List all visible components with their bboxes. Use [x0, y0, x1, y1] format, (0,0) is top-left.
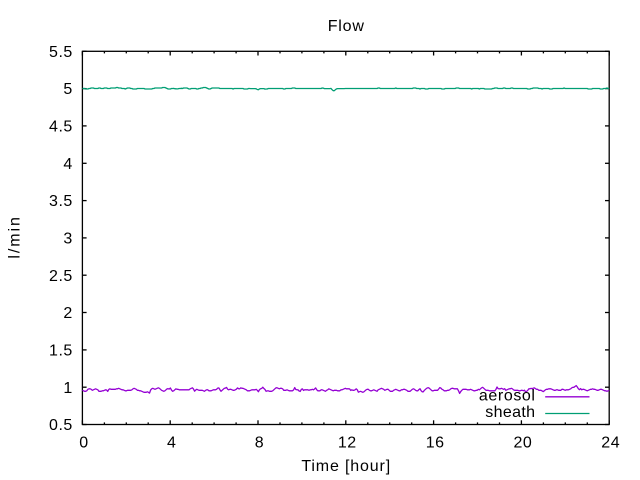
svg-text:2.5: 2.5 [49, 268, 73, 285]
svg-text:24: 24 [601, 434, 620, 451]
svg-text:12: 12 [338, 434, 357, 451]
svg-text:20: 20 [514, 434, 533, 451]
svg-text:0: 0 [79, 434, 88, 451]
svg-text:1: 1 [63, 380, 72, 397]
svg-text:4: 4 [167, 434, 176, 451]
svg-text:sheath: sheath [485, 404, 535, 421]
svg-text:1.5: 1.5 [49, 343, 73, 360]
svg-text:4: 4 [63, 156, 72, 173]
svg-text:16: 16 [426, 434, 445, 451]
svg-text:0.5: 0.5 [49, 417, 73, 434]
svg-text:8: 8 [255, 434, 264, 451]
svg-text:5: 5 [63, 81, 72, 98]
svg-text:2: 2 [63, 305, 72, 322]
svg-text:Time [hour]: Time [hour] [301, 458, 391, 475]
svg-text:4.5: 4.5 [49, 119, 73, 136]
svg-text:5.5: 5.5 [49, 44, 73, 61]
svg-text:3.5: 3.5 [49, 193, 73, 210]
svg-text:3: 3 [63, 231, 72, 248]
svg-text:Flow: Flow [328, 18, 365, 35]
svg-text:l/min: l/min [7, 215, 24, 259]
svg-text:aerosol: aerosol [479, 387, 536, 404]
